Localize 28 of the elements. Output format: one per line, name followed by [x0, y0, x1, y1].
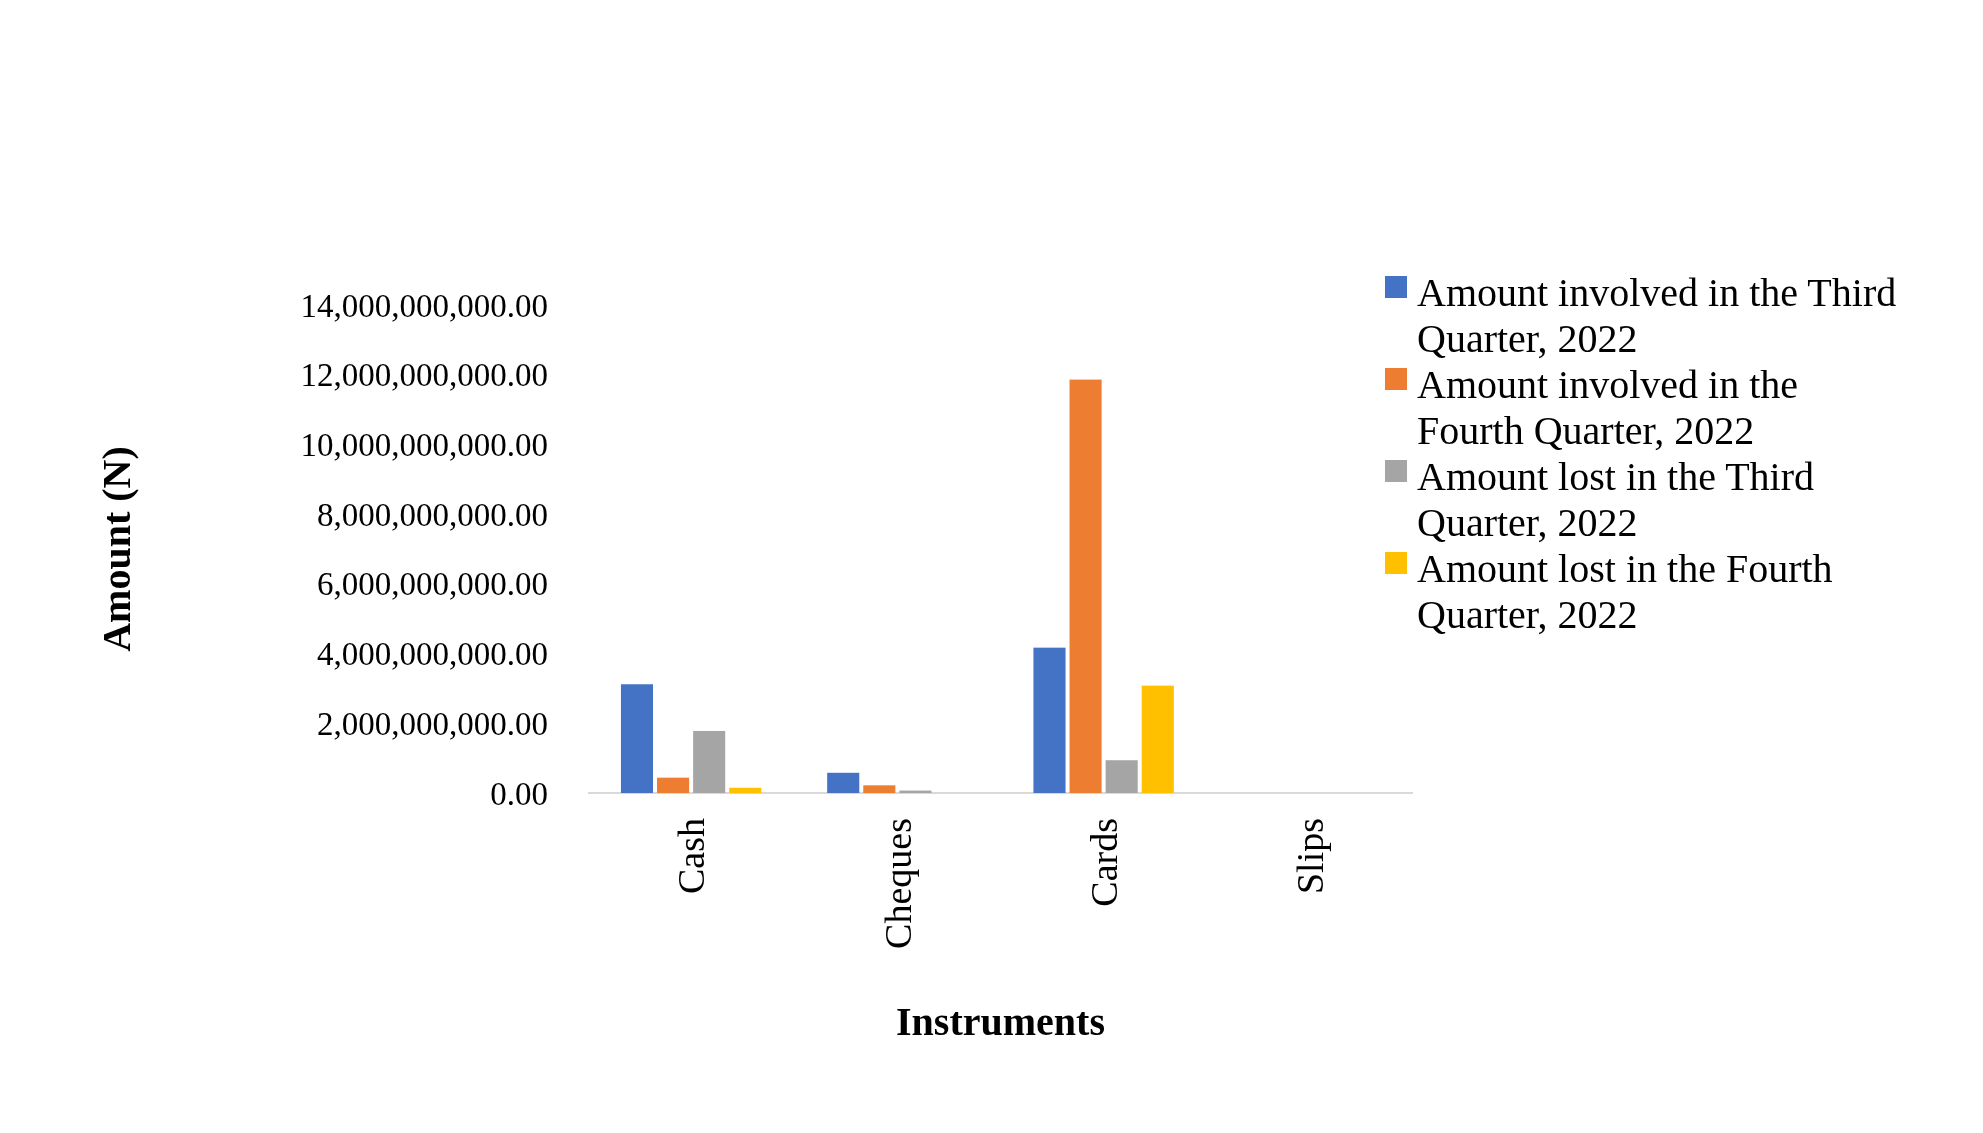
bar [1141, 685, 1174, 793]
y-axis-title: Amount (N) [94, 446, 139, 652]
legend-label: Amount lost in the Third Quarter, 2022 [1417, 454, 1815, 545]
y-tick-label: 8,000,000,000.00 [317, 496, 548, 533]
legend-label: Amount lost in the Fourth Quarter, 2022 [1417, 546, 1833, 637]
y-tick-label: 0.00 [490, 775, 548, 812]
x-tick-label: Cash [670, 818, 713, 894]
x-tick-label: Cheques [876, 818, 919, 949]
y-tick-label: 6,000,000,000.00 [317, 566, 548, 603]
x-axis-title: Instruments [896, 999, 1105, 1044]
x-tick-label: Slips [1289, 818, 1332, 895]
bar [827, 772, 860, 793]
legend-label: Amount involved in the Third Quarter, 2022 [1417, 270, 1897, 361]
bar [863, 785, 896, 793]
bar [1033, 647, 1066, 793]
bar [693, 730, 726, 793]
bar [657, 777, 690, 793]
y-tick-label: 14,000,000,000.00 [300, 287, 548, 324]
bar [620, 684, 654, 793]
y-tick-label: 12,000,000,000.00 [300, 357, 548, 394]
bar [1105, 760, 1138, 793]
legend-label: Amount involved in the Fourth Quarter, 2022 [1417, 362, 1799, 453]
y-tick-label: 4,000,000,000.00 [317, 636, 548, 673]
x-tick-label: Cards [1082, 818, 1125, 907]
bar [1069, 379, 1102, 793]
y-tick-label: 2,000,000,000.00 [317, 705, 548, 742]
y-tick-label: 10,000,000,000.00 [300, 426, 548, 463]
bar [729, 787, 762, 793]
